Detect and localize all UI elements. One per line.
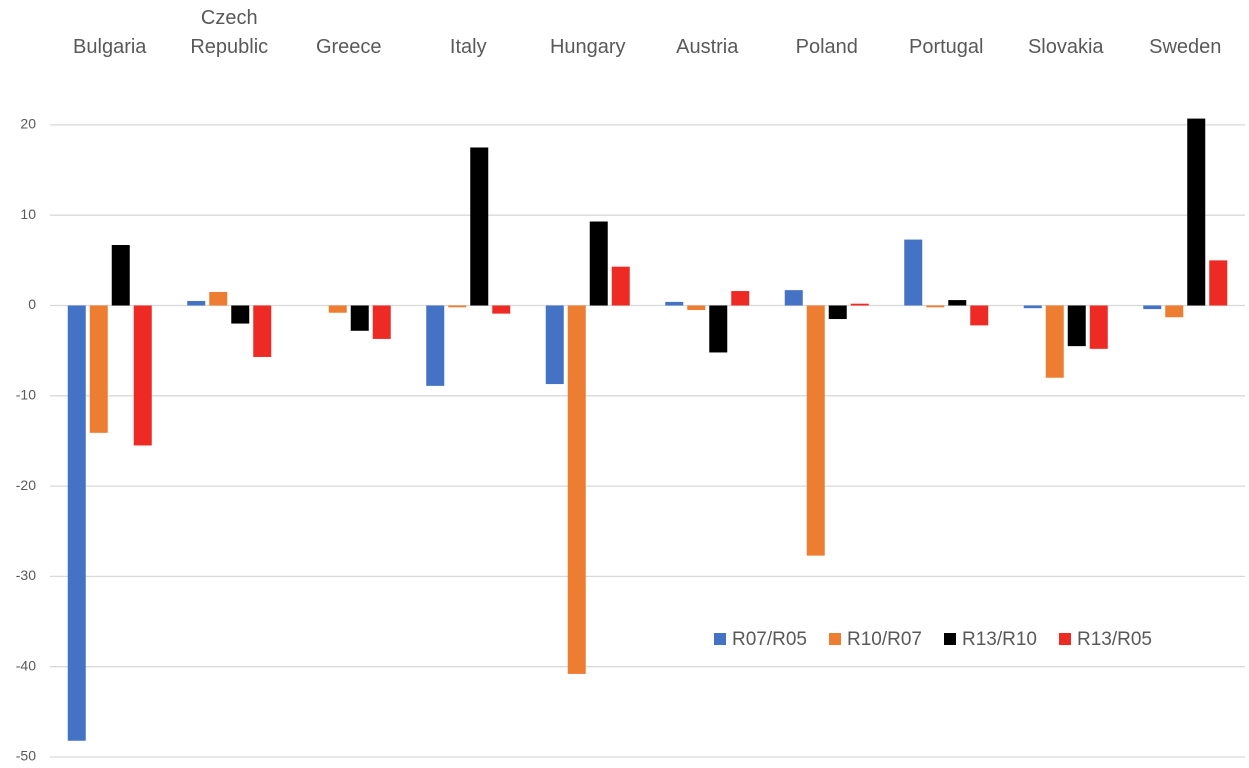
y-tick-label: -50 (16, 748, 36, 764)
x-tick-label: Austria (676, 36, 739, 58)
bar (470, 147, 489, 306)
bar (1089, 305, 1108, 349)
bar (611, 266, 630, 306)
y-tick-label: 10 (20, 206, 36, 222)
legend-swatch (1059, 633, 1071, 645)
legend-label: R10/R07 (847, 629, 922, 650)
y-tick-label: -40 (16, 657, 36, 673)
bar (328, 305, 347, 313)
bar (426, 305, 445, 386)
bar (67, 305, 86, 741)
y-tick-label: -10 (16, 387, 36, 403)
bar (731, 291, 750, 306)
bar (828, 305, 847, 320)
bar (448, 305, 467, 308)
y-tick-label: -20 (16, 477, 36, 493)
bar (545, 305, 564, 385)
bar (904, 239, 923, 306)
bar (111, 244, 130, 306)
bar (253, 305, 272, 357)
y-tick-label: 0 (28, 296, 36, 312)
x-tick-label: Bulgaria (73, 36, 147, 58)
y-tick-label: -30 (16, 567, 36, 583)
bar (1209, 260, 1228, 306)
bar (567, 305, 586, 674)
bar (209, 291, 228, 306)
bar (1165, 305, 1184, 318)
legend-swatch (829, 633, 841, 645)
bar (970, 305, 989, 326)
y-tick-label: 20 (20, 116, 36, 132)
legend-label: R13/R05 (1077, 629, 1152, 650)
bar (665, 301, 684, 306)
x-tick-label: Hungary (549, 36, 626, 58)
bar (350, 305, 369, 331)
bar (89, 305, 108, 433)
bar (1187, 118, 1206, 306)
bar (687, 305, 706, 311)
bar (589, 221, 608, 306)
bar (187, 300, 206, 306)
bar (806, 305, 825, 556)
bar (948, 300, 967, 306)
x-tick-label: Poland (795, 36, 858, 58)
legend-swatch (944, 633, 956, 645)
bar (1067, 305, 1086, 347)
bar (231, 305, 250, 324)
x-tick-label: Greece (315, 36, 382, 58)
x-tick-label: Italy (449, 36, 487, 58)
bar (1023, 305, 1042, 309)
legend-label: R07/R05 (732, 629, 807, 650)
bar (926, 305, 945, 308)
x-tick-label: Czech Republic (190, 7, 269, 58)
legend-swatch (714, 633, 726, 645)
bar (850, 303, 869, 306)
bar (709, 305, 728, 353)
x-tick-label: Portugal (909, 36, 984, 58)
bar (784, 290, 803, 306)
x-tick-label: Slovakia (1027, 36, 1104, 58)
bar (133, 305, 152, 446)
x-tick-label: Sweden (1149, 36, 1222, 58)
bar (1045, 305, 1064, 378)
bar (1143, 305, 1162, 310)
legend-label: R13/R10 (962, 629, 1037, 650)
bar (372, 305, 391, 339)
bar (492, 305, 511, 314)
